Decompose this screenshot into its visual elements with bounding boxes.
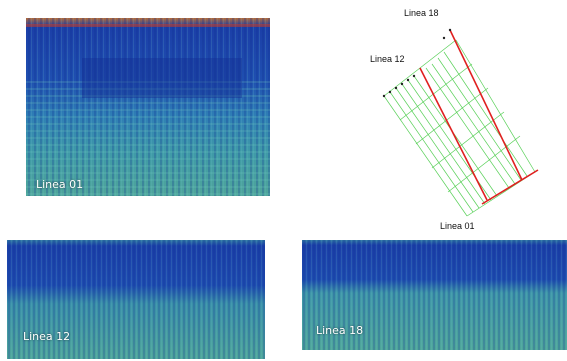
- map-label-linea-01: Linea 01: [440, 221, 475, 231]
- map-label-linea-12: Linea 12: [370, 54, 405, 64]
- survey-grid: [382, 28, 539, 217]
- line-01-track: [481, 169, 539, 205]
- radargram-linea-12-image: [3, 236, 265, 359]
- radargram-linea-18-image: [298, 236, 567, 350]
- line-12-track: [419, 67, 488, 201]
- depth-axis: [298, 236, 302, 350]
- radargram-linea-01-image: [22, 18, 270, 196]
- panel-label: Linea 12: [23, 330, 71, 343]
- radargram-linea-12: Linea 12: [3, 236, 265, 359]
- line-start-markers: [382, 28, 452, 98]
- map-label-linea-18: Linea 18: [404, 8, 439, 18]
- radargram-linea-01: Linea 01: [22, 18, 270, 196]
- panel-label: Linea 01: [36, 178, 84, 191]
- survey-grid-map: Linea 18 Linea 12 Linea 01: [370, 8, 539, 231]
- line-18-track: [449, 29, 523, 181]
- radargram-linea-18: Linea 18: [298, 236, 567, 350]
- depth-axis: [3, 236, 7, 359]
- depth-axis: [22, 18, 26, 196]
- panel-label: Linea 18: [316, 324, 364, 337]
